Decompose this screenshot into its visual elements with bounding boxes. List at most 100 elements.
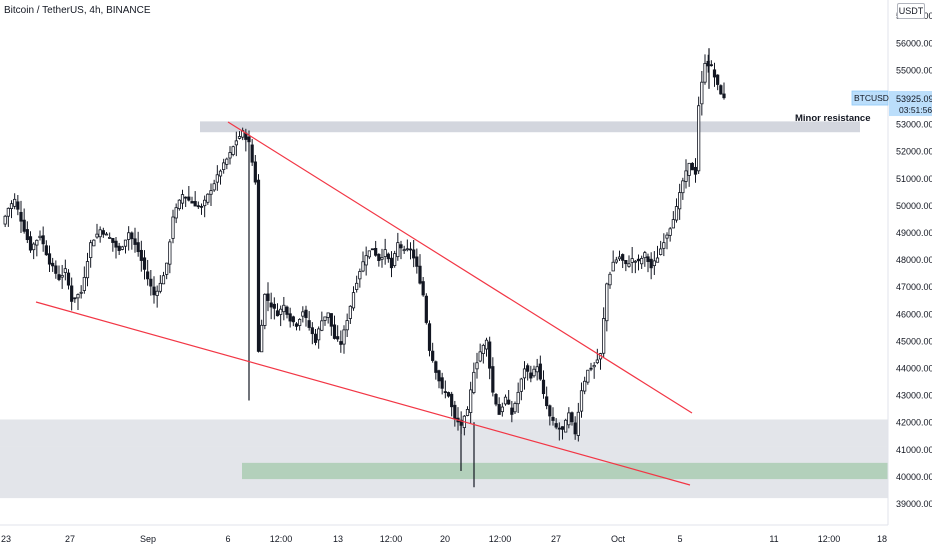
candle-up bbox=[206, 193, 210, 203]
candle-up bbox=[355, 282, 359, 290]
candle-down bbox=[722, 93, 726, 99]
currency-button[interactable]: USDT bbox=[897, 3, 925, 19]
candles-layer bbox=[3, 48, 726, 488]
time-tick-label: 12:00 bbox=[818, 534, 841, 544]
candle-up bbox=[60, 275, 64, 278]
candle-down bbox=[253, 161, 257, 183]
candle-up bbox=[405, 248, 409, 251]
candle-down bbox=[370, 248, 375, 251]
candle-down bbox=[690, 162, 694, 171]
candle-down bbox=[28, 236, 33, 251]
candle-up bbox=[323, 316, 327, 321]
candle-down bbox=[54, 265, 58, 274]
price-tick-label: 49000.00 bbox=[896, 228, 932, 238]
candle-up bbox=[640, 258, 644, 265]
candle-down bbox=[507, 399, 511, 405]
candle-up bbox=[519, 378, 523, 392]
candle-up bbox=[13, 198, 17, 207]
candle-up bbox=[171, 216, 175, 239]
time-tick-label: 11 bbox=[769, 534, 778, 544]
candle-up bbox=[212, 183, 216, 191]
candle-up bbox=[158, 282, 162, 292]
candle-up bbox=[475, 362, 479, 370]
candle-down bbox=[269, 302, 273, 308]
candle-down bbox=[117, 245, 121, 251]
candle-up bbox=[127, 232, 131, 240]
candle-down bbox=[304, 309, 308, 319]
time-tick-label: 20 bbox=[440, 534, 450, 544]
candle-up bbox=[35, 239, 39, 246]
candle-down bbox=[149, 278, 153, 287]
candle-down bbox=[139, 249, 143, 261]
candle-down bbox=[266, 293, 270, 301]
candle-down bbox=[57, 274, 61, 280]
candle-down bbox=[557, 427, 561, 430]
candle-up bbox=[85, 261, 90, 279]
price-label-box bbox=[889, 91, 932, 117]
candle-up bbox=[76, 294, 80, 299]
candle-up bbox=[203, 199, 207, 207]
candle-up bbox=[396, 242, 400, 258]
candle-down bbox=[427, 323, 432, 351]
price-tick-label: 42000.00 bbox=[896, 418, 932, 428]
candle-down bbox=[136, 242, 140, 253]
candle-down bbox=[716, 74, 720, 85]
symbol-label-box bbox=[851, 90, 889, 106]
candle-up bbox=[358, 271, 362, 280]
candle-up bbox=[630, 258, 634, 263]
candle-down bbox=[187, 196, 191, 201]
candle-down bbox=[421, 281, 425, 296]
candle-down bbox=[275, 310, 280, 317]
candle-up bbox=[260, 324, 264, 353]
candle-up bbox=[174, 207, 178, 219]
price-tick-label: 44000.00 bbox=[896, 364, 932, 374]
candle-down bbox=[190, 201, 194, 204]
price-tick-label: 56000.00 bbox=[896, 38, 932, 48]
candle-up bbox=[301, 311, 305, 317]
price-tick-label: 40000.00 bbox=[896, 472, 932, 482]
candle-down bbox=[529, 372, 533, 379]
candle-up bbox=[82, 276, 86, 291]
candle-down bbox=[310, 327, 314, 335]
candle-up bbox=[98, 229, 102, 238]
candle-up bbox=[516, 391, 520, 405]
candle-up bbox=[576, 411, 580, 436]
candle-up bbox=[9, 203, 14, 209]
candle-down bbox=[51, 262, 55, 267]
candle-down bbox=[494, 394, 498, 405]
candle-up bbox=[681, 180, 685, 194]
candle-up bbox=[513, 403, 517, 413]
candle-up bbox=[687, 162, 691, 176]
time-tick-label: 12:00 bbox=[489, 534, 512, 544]
candle-up bbox=[177, 199, 181, 210]
candle-up bbox=[633, 260, 637, 263]
candle-up bbox=[63, 268, 67, 273]
candle-up bbox=[678, 192, 682, 210]
candle-up bbox=[665, 234, 669, 239]
candle-down bbox=[554, 423, 558, 428]
candle-up bbox=[402, 249, 406, 252]
candle-down bbox=[41, 235, 45, 245]
candle-down bbox=[431, 350, 435, 361]
candle-up bbox=[231, 146, 235, 155]
time-tick-label: 27 bbox=[65, 534, 75, 544]
candle-down bbox=[336, 336, 340, 340]
candle-down bbox=[19, 211, 23, 222]
candle-down bbox=[152, 286, 156, 296]
candle-down bbox=[291, 316, 295, 323]
candle-down bbox=[386, 253, 390, 260]
candle-down bbox=[488, 341, 492, 369]
candle-down bbox=[646, 256, 650, 262]
candle-down bbox=[560, 426, 565, 430]
candle-up bbox=[168, 241, 172, 265]
candle-up bbox=[643, 252, 647, 259]
upper-descending-trendline bbox=[227, 121, 693, 414]
candle-up bbox=[38, 235, 42, 239]
candle-down bbox=[624, 260, 628, 265]
candle-up bbox=[564, 419, 568, 433]
candle-up bbox=[361, 261, 365, 272]
candle-down bbox=[551, 416, 555, 421]
countdown-label: 03:51:56 bbox=[899, 105, 932, 115]
candle-down bbox=[526, 365, 530, 372]
